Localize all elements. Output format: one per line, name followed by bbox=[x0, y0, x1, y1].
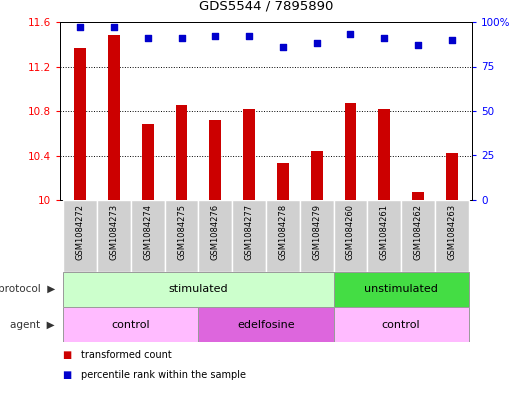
Text: GSM1084273: GSM1084273 bbox=[110, 204, 119, 260]
Bar bbox=[74, 48, 86, 200]
Bar bbox=[300, 200, 333, 272]
Text: control: control bbox=[382, 320, 420, 329]
Bar bbox=[446, 153, 458, 200]
Bar bbox=[209, 120, 221, 200]
Bar bbox=[401, 200, 435, 272]
Point bbox=[144, 35, 152, 41]
Bar bbox=[435, 200, 468, 272]
Point bbox=[245, 33, 253, 39]
Bar bbox=[333, 272, 468, 307]
Text: GSM1084279: GSM1084279 bbox=[312, 204, 321, 260]
Text: GSM1084263: GSM1084263 bbox=[447, 204, 456, 260]
Text: GSM1084262: GSM1084262 bbox=[413, 204, 423, 260]
Point bbox=[76, 24, 84, 31]
Text: GSM1084276: GSM1084276 bbox=[211, 204, 220, 260]
Point bbox=[312, 40, 321, 46]
Bar bbox=[199, 200, 232, 272]
Bar bbox=[378, 109, 390, 200]
Bar bbox=[64, 200, 97, 272]
Bar bbox=[97, 200, 131, 272]
Bar bbox=[311, 151, 323, 200]
Bar bbox=[64, 307, 199, 342]
Bar bbox=[333, 307, 468, 342]
Text: transformed count: transformed count bbox=[81, 350, 171, 360]
Text: ■: ■ bbox=[63, 370, 72, 380]
Bar bbox=[199, 307, 333, 342]
Bar bbox=[333, 200, 367, 272]
Text: GSM1084278: GSM1084278 bbox=[279, 204, 287, 260]
Text: GSM1084275: GSM1084275 bbox=[177, 204, 186, 260]
Bar bbox=[64, 272, 333, 307]
Point bbox=[448, 37, 456, 43]
Text: GSM1084274: GSM1084274 bbox=[143, 204, 152, 260]
Point bbox=[346, 31, 354, 38]
Point bbox=[110, 24, 118, 31]
Bar bbox=[175, 105, 187, 200]
Bar bbox=[142, 124, 154, 200]
Text: ■: ■ bbox=[63, 350, 72, 360]
Point bbox=[211, 33, 220, 39]
Text: protocol  ▶: protocol ▶ bbox=[0, 285, 55, 294]
Text: GSM1084272: GSM1084272 bbox=[76, 204, 85, 260]
Point bbox=[380, 35, 388, 41]
Bar bbox=[232, 200, 266, 272]
Bar bbox=[266, 200, 300, 272]
Text: percentile rank within the sample: percentile rank within the sample bbox=[81, 370, 246, 380]
Point bbox=[177, 35, 186, 41]
Bar bbox=[345, 103, 357, 200]
Text: agent  ▶: agent ▶ bbox=[10, 320, 55, 329]
Bar bbox=[243, 109, 255, 200]
Bar bbox=[367, 200, 401, 272]
Point bbox=[279, 44, 287, 50]
Text: control: control bbox=[112, 320, 150, 329]
Text: GDS5544 / 7895890: GDS5544 / 7895890 bbox=[199, 0, 333, 12]
Bar bbox=[412, 192, 424, 200]
Bar bbox=[108, 35, 120, 200]
Text: unstimulated: unstimulated bbox=[364, 285, 438, 294]
Text: GSM1084277: GSM1084277 bbox=[245, 204, 253, 260]
Text: GSM1084260: GSM1084260 bbox=[346, 204, 355, 260]
Bar bbox=[131, 200, 165, 272]
Bar bbox=[165, 200, 199, 272]
Text: stimulated: stimulated bbox=[169, 285, 228, 294]
Text: GSM1084261: GSM1084261 bbox=[380, 204, 389, 260]
Text: edelfosine: edelfosine bbox=[237, 320, 295, 329]
Bar bbox=[277, 163, 289, 200]
Point bbox=[414, 42, 422, 48]
